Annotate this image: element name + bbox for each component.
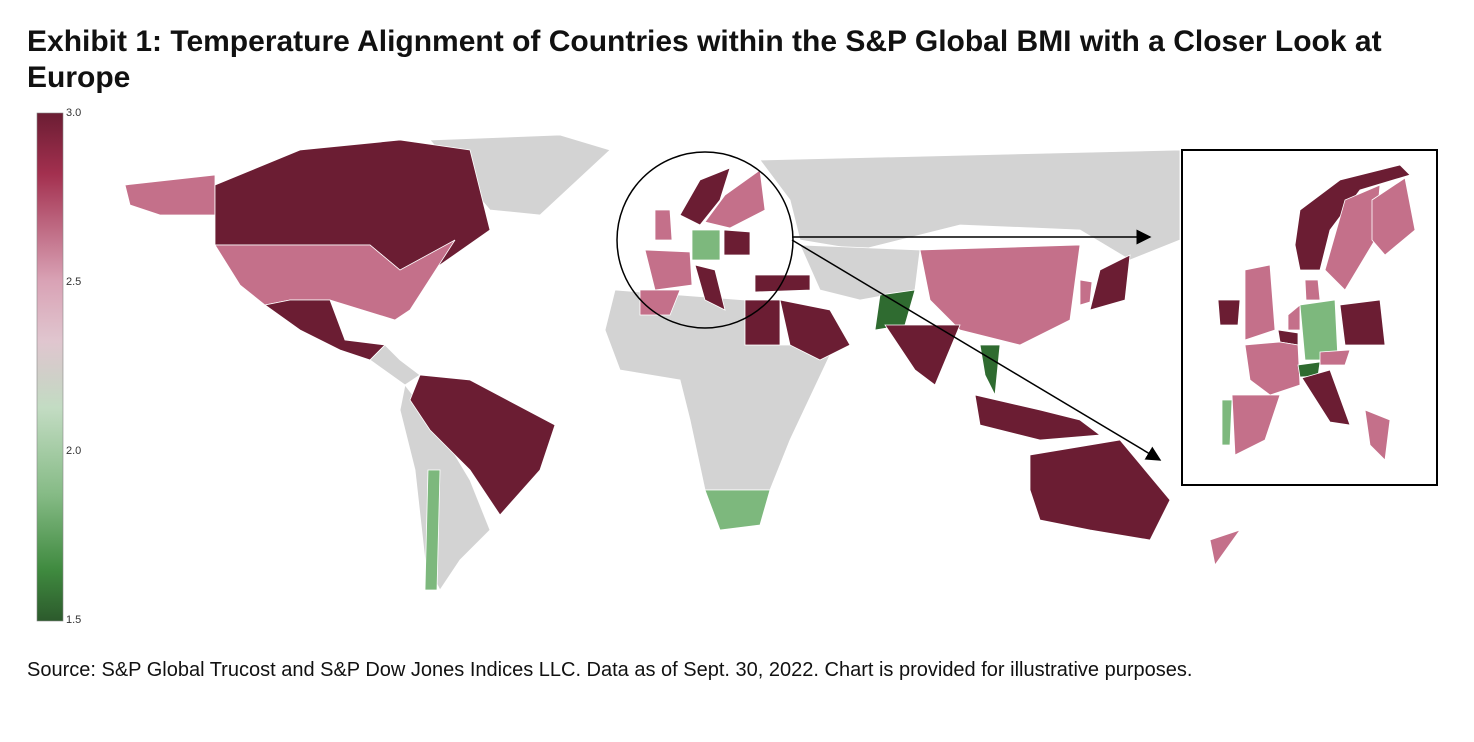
- inset-uk: [1244, 264, 1276, 341]
- south-africa: [704, 489, 771, 531]
- sweden-finland: [704, 169, 766, 229]
- brazil: [409, 374, 556, 516]
- inset-ireland: [1217, 299, 1241, 326]
- europe-inset: [1181, 149, 1438, 486]
- usa: [214, 239, 456, 321]
- chile: [424, 469, 441, 591]
- korea: [1079, 279, 1093, 306]
- inset-austria: [1319, 349, 1351, 366]
- indonesia: [974, 394, 1102, 441]
- exhibit-title: Exhibit 1: Temperature Alignment of Coun…: [27, 25, 1382, 94]
- world-countries: [124, 134, 1242, 591]
- france: [644, 249, 693, 291]
- saudi-arabia: [779, 299, 851, 361]
- germany: [691, 229, 721, 261]
- japan: [1089, 254, 1131, 311]
- inset-france: [1244, 341, 1301, 396]
- turkey: [754, 274, 811, 293]
- arrow-bottom: [791, 239, 1162, 461]
- thailand: [979, 344, 1001, 397]
- inset-italy: [1301, 369, 1351, 426]
- inset-spain: [1231, 394, 1281, 456]
- italy: [694, 264, 726, 311]
- inset-poland: [1339, 299, 1386, 346]
- australia: [1029, 439, 1171, 541]
- china: [919, 244, 1081, 346]
- russia: [759, 149, 1181, 261]
- source-note: Source: S&P Global Trucost and S&P Dow J…: [27, 659, 1193, 681]
- alaska: [124, 174, 216, 216]
- inset-norway: [1294, 164, 1411, 271]
- colorbar-tick: 2.0: [66, 445, 82, 457]
- colorbar-tick: 2.5: [66, 276, 82, 288]
- inset-greece: [1364, 409, 1391, 461]
- inset-finland: [1371, 177, 1416, 256]
- inset-portugal: [1221, 399, 1233, 446]
- new-zealand: [1209, 529, 1242, 566]
- norway: [679, 167, 731, 226]
- colorbar-tick: 1.5: [66, 614, 82, 626]
- egypt: [744, 299, 781, 346]
- colorbar-tick: 3.0: [66, 107, 82, 119]
- poland: [723, 229, 751, 256]
- inset-denmark: [1304, 279, 1321, 301]
- colorbar: [36, 112, 64, 622]
- uk: [654, 209, 673, 241]
- inset-netherlands: [1287, 304, 1301, 331]
- central-america: [369, 344, 421, 386]
